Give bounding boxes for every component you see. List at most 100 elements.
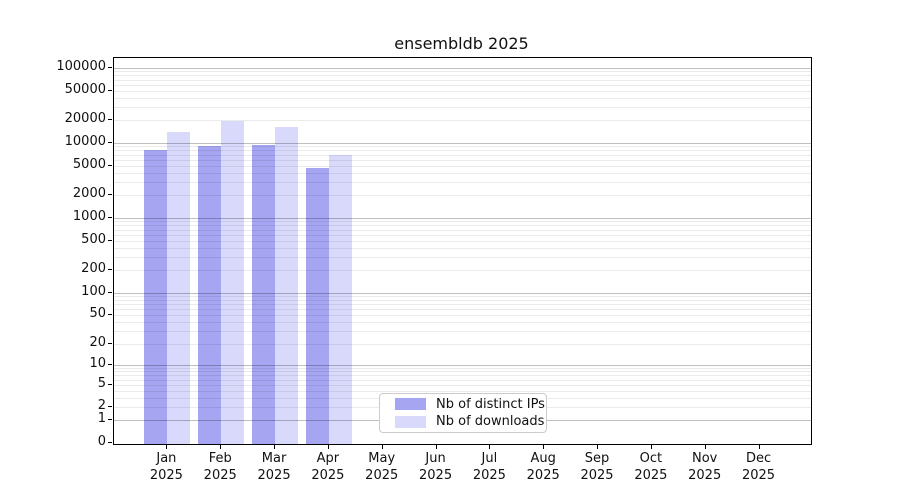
month-label: Aug (530, 451, 556, 466)
x-tick-label-mar: Mar 2025 (246, 450, 302, 484)
gridline-minor (114, 75, 811, 77)
bar-nb-of-distinct-ips-mar (252, 144, 276, 444)
gridline-minor (114, 146, 811, 148)
x-tick-label-feb: Feb 2025 (192, 450, 248, 484)
gridline-major (114, 142, 811, 144)
legend-swatch-downloads (395, 415, 426, 428)
x-tick-label-jan: Jan 2025 (138, 450, 194, 484)
y-tick (108, 239, 112, 241)
y-tick-label: 20 (89, 334, 106, 350)
bar-nb-of-downloads-mar (275, 126, 299, 444)
x-tick (650, 445, 652, 449)
x-tick (489, 445, 491, 449)
y-tick-label: 100000 (56, 58, 106, 74)
gridline-minor (114, 304, 811, 306)
year-label: 2025 (688, 468, 722, 483)
year-label: 2025 (365, 468, 399, 483)
y-tick-label: 50000 (64, 81, 106, 97)
bar-nb-of-distinct-ips-apr (305, 168, 329, 444)
month-label: Sep (584, 451, 610, 466)
gridline-minor (114, 270, 811, 272)
gridline-minor (114, 371, 811, 373)
bar-nb-of-downloads-jan (167, 132, 191, 444)
x-tick (166, 445, 168, 449)
chart-title: ensembldb 2025 (394, 34, 529, 53)
legend-item-downloads: Nb of downloads (395, 414, 546, 429)
gridline-minor (114, 159, 811, 161)
gridline-minor (114, 84, 811, 86)
gridline-major (114, 217, 811, 219)
legend-item-distinct-ips: Nb of distinct IPs (395, 397, 546, 412)
y-tick-label: 1000 (72, 208, 106, 224)
gridline-minor (114, 79, 811, 81)
y-tick (108, 383, 112, 385)
bar-nb-of-distinct-ips-jan (144, 150, 168, 444)
x-tick-label-dec: Dec 2025 (731, 450, 787, 484)
x-tick-label-jun: Jun 2025 (408, 450, 464, 484)
year-label: 2025 (741, 468, 776, 483)
y-tick-label: 10 (89, 355, 106, 371)
y-tick-label: 5 (97, 375, 106, 391)
y-tick (108, 89, 112, 91)
month-label: Oct (639, 451, 663, 466)
y-tick (108, 141, 112, 143)
y-tick-label: 2000 (72, 186, 106, 202)
y-tick-label: 50 (89, 305, 106, 321)
x-tick (758, 445, 760, 449)
year-label: 2025 (149, 468, 183, 483)
gridline-minor (114, 314, 811, 316)
year-label: 2025 (580, 468, 614, 483)
y-tick-label: 20000 (64, 111, 106, 127)
gridline-minor (114, 150, 811, 152)
year-label: 2025 (203, 468, 237, 483)
gridline-minor (114, 120, 811, 122)
gridline-minor (114, 182, 811, 184)
y-tick (108, 66, 112, 68)
year-label: 2025 (311, 468, 345, 483)
y-tick (108, 406, 112, 408)
y-tick (108, 419, 112, 421)
gridline-minor (114, 247, 811, 249)
plot-area (113, 57, 812, 445)
gridline-minor (114, 225, 811, 227)
gridline-minor (114, 172, 811, 174)
gridline-minor (114, 331, 811, 333)
gridline-minor (114, 299, 811, 301)
y-tick (108, 442, 112, 443)
y-tick (108, 216, 112, 218)
legend-label-distinct-ips: Nb of distinct IPs (436, 396, 545, 412)
x-tick-label-aug: Aug 2025 (515, 450, 571, 484)
year-label: 2025 (419, 468, 453, 483)
bar-nb-of-downloads-apr (328, 154, 352, 444)
gridline-minor (114, 221, 811, 223)
y-tick (108, 194, 112, 196)
x-tick-label-oct: Oct 2025 (623, 450, 679, 484)
y-tick (108, 119, 112, 121)
month-label: Jun (425, 451, 446, 466)
gridline-minor (114, 90, 811, 92)
y-tick-label: 2 (97, 398, 106, 414)
year-label: 2025 (472, 468, 506, 483)
gridline-minor (114, 296, 811, 298)
x-tick-label-apr: Apr 2025 (300, 450, 356, 484)
year-label: 2025 (526, 468, 560, 483)
x-tick-label-jul: Jul 2025 (461, 450, 517, 484)
y-tick (108, 291, 112, 293)
month-label: Dec (745, 451, 772, 466)
y-tick-label: 200 (81, 261, 106, 277)
x-tick-label-nov: Nov 2025 (677, 450, 733, 484)
y-tick-label: 10000 (64, 133, 106, 149)
x-tick-label-sep: Sep 2025 (569, 450, 625, 484)
y-tick-label: 0 (97, 434, 106, 449)
x-tick (381, 445, 383, 449)
y-tick (108, 342, 112, 344)
month-label: Feb (208, 451, 232, 466)
gridline-major (114, 67, 811, 69)
gridline-minor (114, 384, 811, 386)
gridline-minor (114, 71, 811, 73)
year-label: 2025 (634, 468, 668, 483)
y-tick-label: 5000 (72, 156, 106, 172)
gridline-minor (114, 390, 811, 392)
gridline-major (114, 364, 811, 366)
gridline-minor (114, 107, 811, 109)
